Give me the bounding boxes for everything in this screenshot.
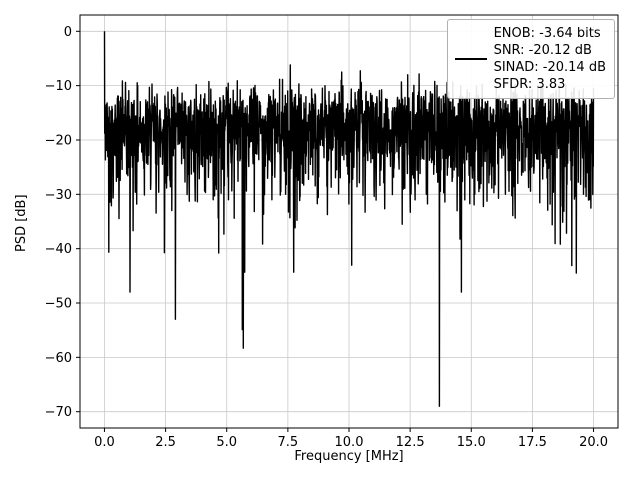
legend-line-sample-icon [454, 58, 487, 60]
legend: ENOB: -3.64 bits SNR: -20.12 dB SINAD: -… [446, 19, 615, 99]
y-tick-label: −20 [45, 133, 72, 148]
y-tick-label: −60 [45, 351, 72, 366]
y-tick-label: −50 [45, 297, 72, 312]
x-tick-label: 12.5 [396, 435, 425, 450]
y-tick-label: −40 [45, 242, 72, 257]
x-tick-label: 5.0 [216, 435, 237, 450]
x-tick-label: 20.0 [579, 435, 608, 450]
y-tick-label: 0 [64, 25, 72, 40]
y-axis-label: PSD [dB] [14, 194, 29, 252]
x-tick-label: 15.0 [457, 435, 486, 450]
x-axis-label: Frequency [MHz] [294, 449, 404, 464]
x-tick-label: 10.0 [335, 435, 364, 450]
x-tick-label: 2.5 [155, 435, 176, 450]
legend-entry-enob: ENOB: -3.64 bits [493, 26, 601, 41]
psd-trace [103, 31, 595, 407]
x-tick-label: 7.5 [278, 435, 299, 450]
legend-entry-sinad: SINAD: -20.14 dB [493, 60, 606, 75]
y-tick-label: −10 [45, 79, 72, 94]
y-tick-label: −30 [45, 188, 72, 203]
legend-entry-sfdr: SFDR: 3.83 [493, 77, 566, 92]
x-tick-label: 17.5 [518, 435, 547, 450]
x-tick-label: 0.0 [94, 435, 115, 450]
legend-entry-snr: SNR: -20.12 dB [493, 43, 592, 58]
y-tick-label: −70 [45, 405, 72, 420]
legend-text: ENOB: -3.64 bits SNR: -20.12 dB SINAD: -… [494, 25, 606, 93]
